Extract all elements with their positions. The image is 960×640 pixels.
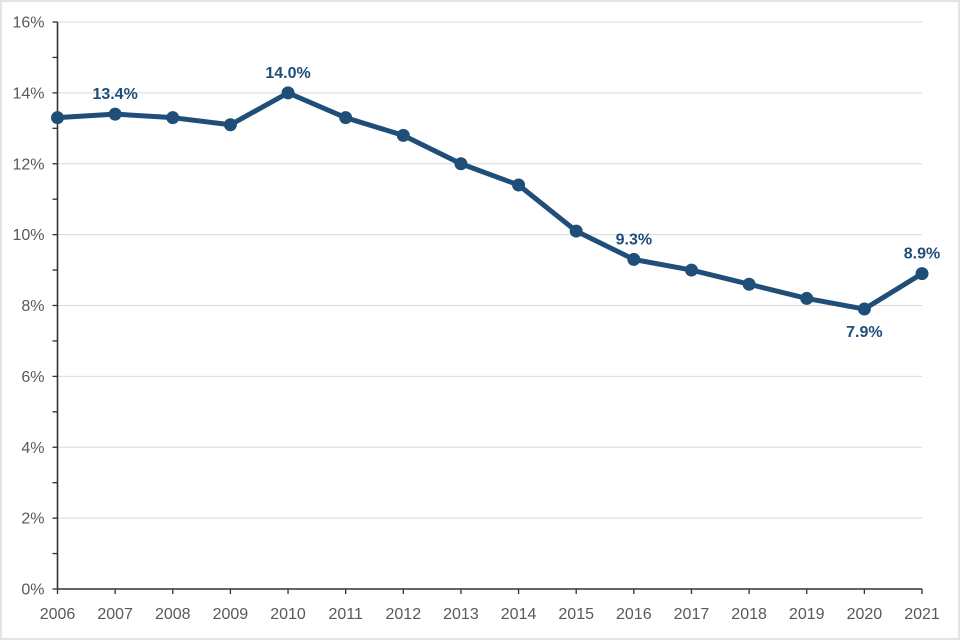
y-tick-label: 0% [21, 582, 44, 599]
data-point-2019 [800, 291, 814, 305]
x-tick-label: 2021 [904, 606, 940, 623]
y-tick-label: 16% [12, 15, 44, 32]
x-tick-label: 2010 [270, 606, 306, 623]
x-tick-label: 2014 [501, 606, 537, 623]
data-point-2013 [454, 157, 468, 171]
y-tick-label: 6% [21, 369, 44, 386]
x-tick-label: 2017 [674, 606, 710, 623]
x-tick-label: 2018 [731, 606, 767, 623]
y-tick-label: 8% [21, 298, 44, 315]
y-tick-label: 4% [21, 440, 44, 457]
series-line [55, 90, 925, 312]
x-tick-label: 2015 [558, 606, 594, 623]
x-tick-label: 2008 [155, 606, 191, 623]
data-label-2020: 7.9% [846, 324, 882, 341]
x-tick-label: 2013 [443, 606, 479, 623]
data-point-2010 [281, 86, 295, 100]
data-point-2006 [51, 111, 64, 125]
x-tick-label: 2019 [789, 606, 825, 623]
data-point-2012 [396, 128, 410, 142]
data-point-2021 [915, 267, 929, 281]
data-label-2010: 14.0% [265, 65, 310, 82]
data-label-2007: 13.4% [92, 86, 137, 103]
data-point-2008 [166, 111, 180, 125]
x-tick-label: 2006 [40, 606, 76, 623]
x-tick-label: 2009 [213, 606, 249, 623]
data-point-2011 [339, 111, 353, 125]
data-label-2016: 9.3% [616, 231, 652, 248]
data-point-2016 [627, 252, 641, 266]
data-point-2007 [108, 107, 122, 121]
x-tick-label: 2016 [616, 606, 652, 623]
data-point-2020 [857, 302, 871, 316]
data-point-2018 [742, 277, 756, 291]
data-point-2015 [569, 224, 583, 238]
data-point-2017 [684, 263, 698, 277]
x-tick-label: 2007 [97, 606, 133, 623]
x-tick-label: 2012 [386, 606, 422, 623]
y-tick-label: 10% [12, 227, 44, 244]
x-tick-label: 2011 [328, 606, 363, 623]
data-point-2014 [512, 178, 526, 192]
y-tick-label: 2% [21, 511, 44, 528]
y-tick-label: 12% [12, 156, 44, 173]
data-point-2009 [223, 118, 237, 132]
data-label-2021: 8.9% [904, 246, 940, 263]
y-tick-label: 14% [12, 85, 44, 102]
x-tick-label: 2020 [847, 606, 883, 623]
